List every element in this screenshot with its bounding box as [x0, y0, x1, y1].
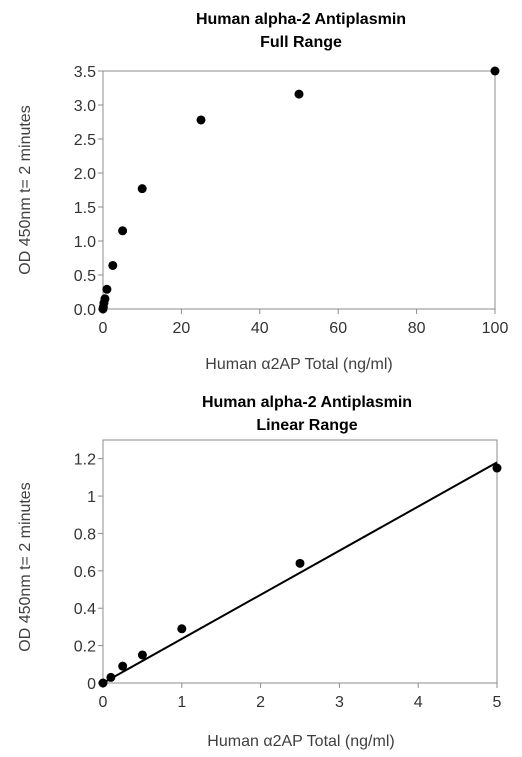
- data-point: [137, 650, 147, 660]
- y-tick-label: 0: [87, 676, 96, 693]
- plot-area: [102, 439, 498, 684]
- y-tick-label: 0.8: [74, 526, 96, 543]
- x-tick-label: 2: [256, 694, 265, 711]
- x-tick-label: 100: [482, 320, 509, 337]
- data-point: [295, 558, 305, 568]
- data-point: [294, 89, 304, 99]
- chart-full-range: Human alpha-2 Antiplasmin Full Range 0.0…: [17, 11, 508, 373]
- chart-linear-range: Human alpha-2 Antiplasmin Linear Range 0…: [17, 394, 502, 750]
- x-tick-label: 60: [329, 320, 347, 337]
- x-tick-label: 0: [99, 694, 108, 711]
- y-tick-label: 0.0: [74, 302, 96, 319]
- x-tick-labels: 0 20 40 60 80 100: [99, 320, 509, 337]
- y-tick-label: 1.5: [74, 200, 96, 217]
- data-point: [118, 661, 128, 671]
- y-tick-label: 1.2: [74, 452, 96, 469]
- chart-title-line-2: Linear Range: [256, 417, 357, 434]
- tick-marks: [98, 70, 496, 314]
- data-point: [492, 463, 502, 473]
- y-tick-label: 0.4: [74, 601, 96, 618]
- y-tick-label: 2.0: [74, 166, 96, 183]
- x-tick-label: 1: [177, 694, 186, 711]
- x-tick-label: 3: [335, 694, 344, 711]
- chart-title-line-1: Human alpha-2 Antiplasmin: [202, 394, 412, 411]
- data-points: [98, 463, 502, 688]
- tick-marks: [98, 458, 498, 688]
- x-tick-label: 0: [99, 320, 108, 337]
- x-tick-label: 20: [173, 320, 191, 337]
- data-points: [98, 66, 500, 314]
- data-point: [102, 284, 112, 294]
- y-tick-label: 0.6: [74, 564, 96, 581]
- y-tick-label: 0.5: [74, 268, 96, 285]
- data-point: [106, 672, 116, 682]
- y-axis-label: OD 450nm t= 2 minutes: [17, 482, 34, 651]
- data-point: [118, 226, 128, 236]
- y-tick-label: 0.2: [74, 639, 96, 656]
- data-point: [100, 294, 110, 304]
- x-axis-label: Human α2AP Total (ng/ml): [207, 733, 394, 750]
- trendline-group: [102, 461, 498, 684]
- trendline: [102, 461, 498, 684]
- y-tick-labels: 0 0.2 0.4 0.6 0.8 1 1.2: [74, 452, 96, 693]
- x-tick-label: 4: [414, 694, 423, 711]
- plot-area: [102, 70, 496, 310]
- y-tick-label: 1.0: [74, 234, 96, 251]
- chart-title-line-2: Full Range: [260, 34, 342, 51]
- data-point: [490, 66, 500, 76]
- y-tick-label: 3.5: [74, 64, 96, 81]
- x-tick-label: 40: [251, 320, 269, 337]
- data-point: [177, 624, 187, 634]
- x-tick-labels: 0 1 2 3 4 5: [99, 694, 502, 711]
- y-axis-label: OD 450nm t= 2 minutes: [17, 105, 34, 274]
- y-tick-label: 1: [87, 489, 96, 506]
- data-point: [98, 678, 108, 688]
- y-tick-labels: 0.0 0.5 1.0 1.5 2.0 2.5 3.0 3.5: [74, 64, 96, 319]
- x-tick-label: 80: [408, 320, 426, 337]
- data-point: [137, 184, 147, 194]
- y-tick-label: 3.0: [74, 98, 96, 115]
- data-point: [108, 260, 118, 270]
- chart-title-line-1: Human alpha-2 Antiplasmin: [196, 11, 406, 28]
- y-tick-label: 2.5: [74, 132, 96, 149]
- x-axis-label: Human α2AP Total (ng/ml): [205, 356, 392, 373]
- x-tick-label: 5: [493, 694, 502, 711]
- data-point: [196, 115, 206, 125]
